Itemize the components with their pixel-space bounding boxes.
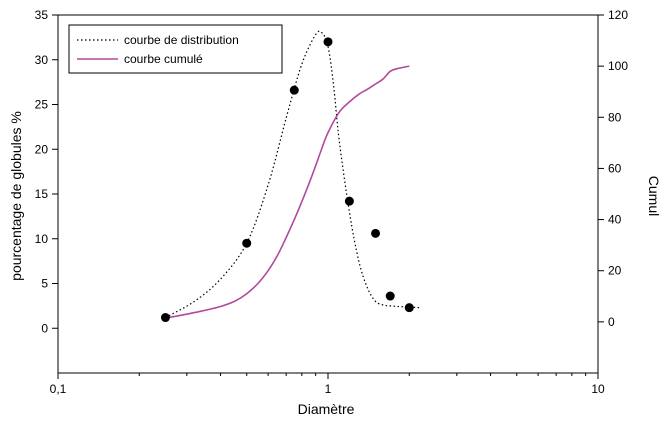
y-tick-label: 20 bbox=[35, 142, 49, 156]
x-tick-label: 1 bbox=[325, 382, 332, 396]
legend: courbe de distribution courbe cumulé bbox=[68, 24, 283, 74]
y2-tick-label: 0 bbox=[608, 315, 615, 329]
y2-tick-label: 60 bbox=[608, 161, 622, 175]
data-point bbox=[242, 238, 252, 248]
y-tick-label: 15 bbox=[35, 187, 49, 201]
y2-axis-label: Cumul bbox=[646, 176, 660, 216]
data-point bbox=[371, 228, 381, 238]
data-point bbox=[160, 313, 170, 323]
series-layer bbox=[160, 30, 421, 323]
series-line-distribution bbox=[165, 30, 421, 319]
legend-label-cumulative: courbe cumulé bbox=[124, 52, 203, 66]
legend-label-distribution: courbe de distribution bbox=[124, 33, 239, 47]
y2-tick-label: 80 bbox=[608, 110, 622, 124]
y-tick-label: 5 bbox=[41, 277, 48, 291]
y-tick-label: 35 bbox=[35, 8, 49, 22]
data-point bbox=[289, 85, 299, 95]
x-tick-label: 0,1 bbox=[50, 382, 67, 396]
data-point bbox=[323, 37, 333, 47]
axis-ticks: 0 5 10 15 20 25 30 35 0 20 40 60 80 100 120 0,1 1 10 bbox=[35, 8, 629, 396]
y-tick-label: 30 bbox=[35, 53, 49, 67]
y2-tick-label: 20 bbox=[608, 264, 622, 278]
series-line-cumulative bbox=[165, 65, 410, 319]
y-tick-label: 0 bbox=[41, 321, 48, 335]
y-tick-label: 10 bbox=[35, 232, 49, 246]
y-tick-label: 25 bbox=[35, 98, 49, 112]
data-point bbox=[404, 303, 414, 313]
y2-tick-label: 100 bbox=[608, 59, 628, 73]
y2-tick-label: 120 bbox=[608, 8, 628, 22]
y-axis-label: pourcentage de globules % bbox=[8, 111, 24, 281]
data-point bbox=[385, 291, 395, 301]
y2-tick-label: 40 bbox=[608, 213, 622, 227]
x-axis-label: Diamètre bbox=[298, 401, 355, 417]
data-point bbox=[344, 196, 354, 206]
legend-box bbox=[68, 24, 283, 74]
x-tick-label: 10 bbox=[591, 382, 605, 396]
